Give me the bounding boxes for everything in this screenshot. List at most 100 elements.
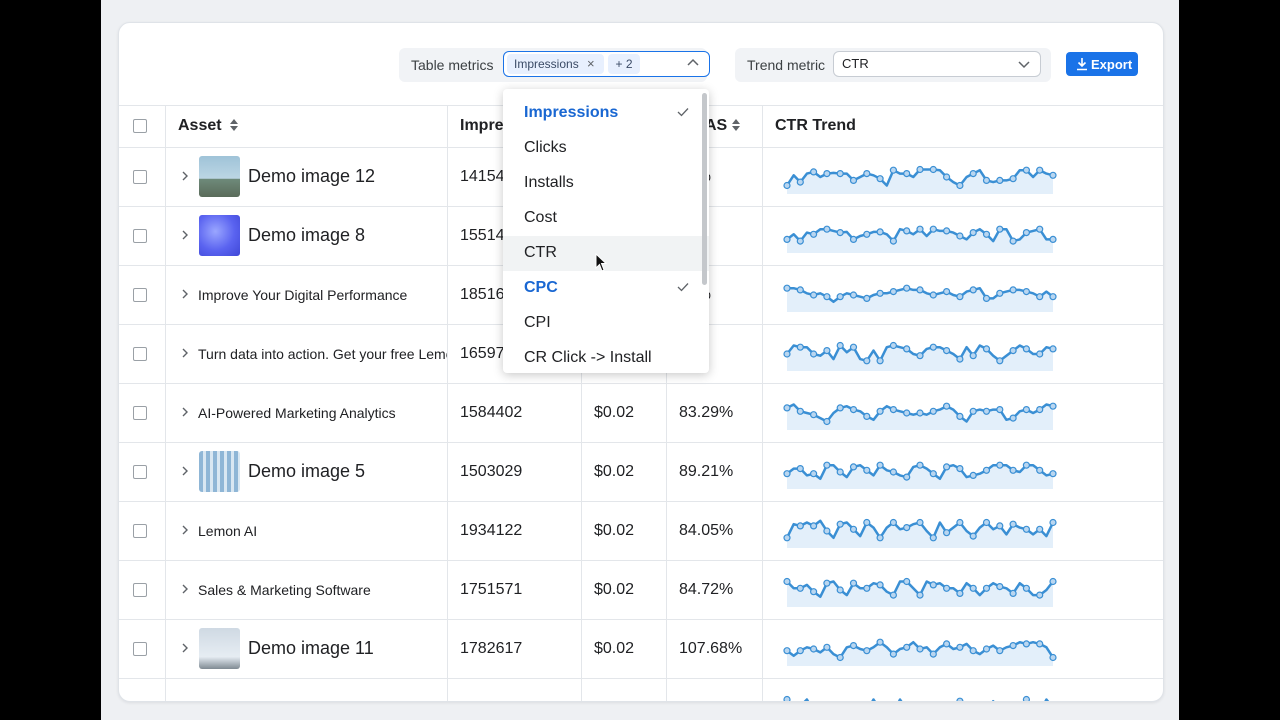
dropdown-scrollbar[interactable] xyxy=(702,93,707,285)
chevron-right-icon[interactable] xyxy=(181,347,189,359)
sparkline-point xyxy=(836,404,844,412)
sparkline-point xyxy=(996,647,1004,655)
sparkline-point xyxy=(1022,229,1030,237)
sparkline-point xyxy=(1009,414,1017,422)
chevron-right-icon[interactable] xyxy=(181,701,189,702)
chevron-right-icon[interactable] xyxy=(181,229,189,241)
table-row[interactable]: Lemon AI 1934122 $0.02 84.05% xyxy=(119,502,1163,561)
chevron-right-icon[interactable] xyxy=(181,524,189,536)
sparkline-point xyxy=(849,176,858,184)
sparkline-point xyxy=(876,581,884,589)
sparkline-point xyxy=(903,643,911,651)
sparkline-point xyxy=(996,289,1004,297)
chevron-right-icon[interactable] xyxy=(181,406,189,418)
ctr-trend-sparkline xyxy=(783,638,1057,666)
column-header-impressions[interactable]: Impre xyxy=(460,117,504,134)
roas-value: 84.72% xyxy=(679,581,734,598)
mouse-cursor-icon xyxy=(595,253,607,272)
chevron-right-icon[interactable] xyxy=(181,170,189,182)
sparkline-point xyxy=(796,178,804,186)
sparkline-area xyxy=(787,288,1053,312)
sparkline-point xyxy=(823,527,831,535)
row-checkbox[interactable] xyxy=(133,170,147,184)
row-checkbox[interactable] xyxy=(133,229,147,243)
table-row[interactable]: Sales & Marketing Software 1751571 $0.02 84… xyxy=(119,561,1163,620)
table-row[interactable]: AI-Powered Marketing Analytics 1584402 $0.… xyxy=(119,384,1163,443)
sparkline-point xyxy=(783,647,791,655)
column-header-asset[interactable]: Asset xyxy=(178,117,222,134)
row-checkbox[interactable] xyxy=(133,347,147,361)
chevron-right-icon[interactable] xyxy=(181,288,189,300)
row-checkbox[interactable] xyxy=(133,406,147,420)
sparkline-point xyxy=(956,465,964,473)
sparkline-point xyxy=(982,176,991,184)
dropdown-option[interactable]: CTR xyxy=(503,236,709,271)
column-divider xyxy=(666,105,667,701)
chevron-right-icon[interactable] xyxy=(181,583,189,595)
chevron-right-icon[interactable] xyxy=(181,642,189,654)
dropdown-option[interactable]: Cost xyxy=(503,201,709,236)
chip-remove-icon[interactable]: × xyxy=(587,56,595,71)
row-checkbox[interactable] xyxy=(133,642,147,656)
more-metrics-chip[interactable]: + 2 xyxy=(608,54,640,74)
sparkline-point xyxy=(809,588,818,596)
sparkline-point xyxy=(1049,171,1057,179)
sparkline-point xyxy=(903,473,911,481)
dropdown-option[interactable]: Impressions xyxy=(503,96,709,131)
cpc-value: $0.02 xyxy=(594,522,635,539)
row-checkbox[interactable] xyxy=(133,524,147,538)
column-header-roas[interactable]: AS xyxy=(705,117,728,134)
sparkline-point xyxy=(929,470,937,478)
table-row[interactable]: Demo image 11 1782617 $0.02 107.68% xyxy=(119,620,1163,679)
dropdown-option-label: Clicks xyxy=(524,139,567,156)
asset-thumbnail xyxy=(199,156,240,197)
sparkline-point xyxy=(916,286,924,294)
select-all-checkbox[interactable] xyxy=(133,119,147,133)
sparkline-point xyxy=(1009,466,1017,474)
sparkline-area xyxy=(787,169,1053,194)
sparkline-point xyxy=(836,653,844,662)
sparkline-point xyxy=(916,461,924,469)
table-row[interactable] xyxy=(119,679,1163,702)
column-header-ctr-trend: CTR Trend xyxy=(775,117,856,134)
sort-icon[interactable] xyxy=(229,118,239,132)
row-checkbox[interactable] xyxy=(133,288,147,302)
sparkline-point xyxy=(929,291,937,299)
row-checkbox[interactable] xyxy=(133,583,147,597)
dropdown-option[interactable]: CPI xyxy=(503,306,709,341)
dropdown-option[interactable]: CR Click -> Install xyxy=(503,341,709,373)
sparkline-point xyxy=(956,643,964,651)
table-row[interactable]: Demo image 5 1503029 $0.02 89.21% xyxy=(119,443,1163,502)
sparkline-point xyxy=(929,343,937,351)
dropdown-option[interactable]: Clicks xyxy=(503,131,709,166)
trend-metric-select[interactable]: CTR xyxy=(833,51,1041,77)
sparkline-point xyxy=(796,237,804,245)
asset-cell: Turn data into action. Get your free Lem… xyxy=(165,325,447,384)
dropdown-option-label: Installs xyxy=(524,174,574,191)
chevron-up-icon[interactable] xyxy=(687,58,699,68)
impressions-value: 14154 xyxy=(460,168,505,185)
asset-thumbnail xyxy=(199,628,240,669)
sparkline-point xyxy=(929,225,937,233)
dropdown-option[interactable]: Installs xyxy=(503,166,709,201)
sparkline-point xyxy=(1022,461,1030,469)
sparkline-point xyxy=(1022,166,1030,174)
sparkline-point xyxy=(1036,466,1044,474)
impressions-value: 16597 xyxy=(460,345,505,362)
row-checkbox[interactable] xyxy=(133,701,147,702)
sparkline-point xyxy=(1036,525,1044,533)
sparkline-area xyxy=(787,699,1048,701)
sort-icon[interactable] xyxy=(731,118,741,132)
export-label: Export xyxy=(1091,57,1133,72)
metric-chip-impressions[interactable]: Impressions × xyxy=(507,54,604,74)
row-checkbox[interactable] xyxy=(133,465,147,479)
table-metrics-select[interactable]: Impressions × + 2 xyxy=(503,51,710,77)
chevron-right-icon[interactable] xyxy=(181,465,189,477)
sparkline-point xyxy=(969,532,977,540)
sparkline-point xyxy=(943,640,951,648)
sparkline-point xyxy=(1036,591,1044,599)
export-button[interactable]: Export xyxy=(1066,52,1138,76)
dropdown-option[interactable]: CPC xyxy=(503,271,709,306)
dropdown-option-label: CPC xyxy=(524,279,558,296)
sparkline-point xyxy=(889,518,898,527)
